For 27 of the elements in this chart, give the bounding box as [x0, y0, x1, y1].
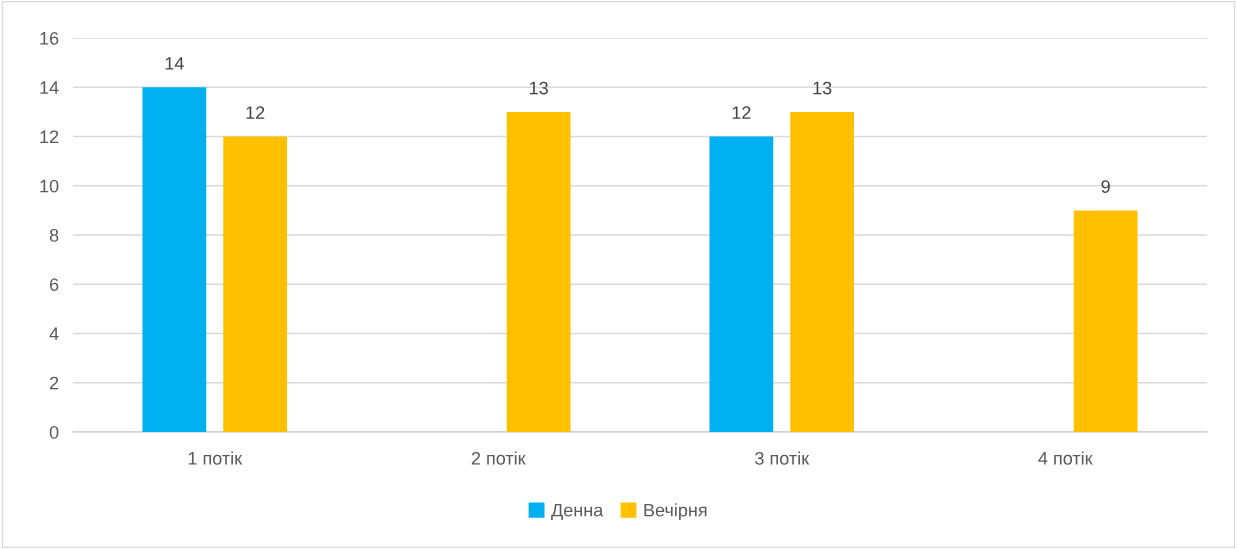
y-tick-label: 16	[40, 31, 59, 45]
data-label: 12	[732, 106, 751, 119]
bar	[142, 87, 207, 432]
bar	[709, 136, 774, 432]
y-tick-label: 4	[49, 327, 59, 341]
x-tick-label: 2 потік	[471, 451, 526, 465]
bar	[1073, 210, 1138, 432]
data-label: 13	[529, 81, 548, 95]
y-tick-label: 12	[40, 130, 59, 144]
data-label: 12	[246, 106, 265, 119]
y-tick-label: 6	[49, 278, 59, 291]
x-tick-label: 4 потік	[1038, 451, 1093, 465]
x-tick-label: 1 потік	[188, 451, 243, 465]
y-tick-label: 8	[49, 228, 59, 242]
data-label: 14	[165, 57, 184, 70]
x-tick-label: 3 потік	[755, 451, 810, 465]
y-tick-label: 14	[40, 81, 59, 94]
bar	[506, 111, 571, 432]
data-label: 9	[1101, 180, 1110, 193]
legend-label: Денна	[551, 503, 604, 520]
data-label: 13	[813, 81, 832, 95]
y-tick-label: 0	[49, 425, 59, 439]
y-tick-label: 2	[49, 376, 59, 390]
bar	[223, 136, 288, 432]
y-tick-label: 10	[40, 179, 59, 193]
bar	[790, 111, 855, 432]
legend-label: Вечірня	[644, 503, 707, 521]
